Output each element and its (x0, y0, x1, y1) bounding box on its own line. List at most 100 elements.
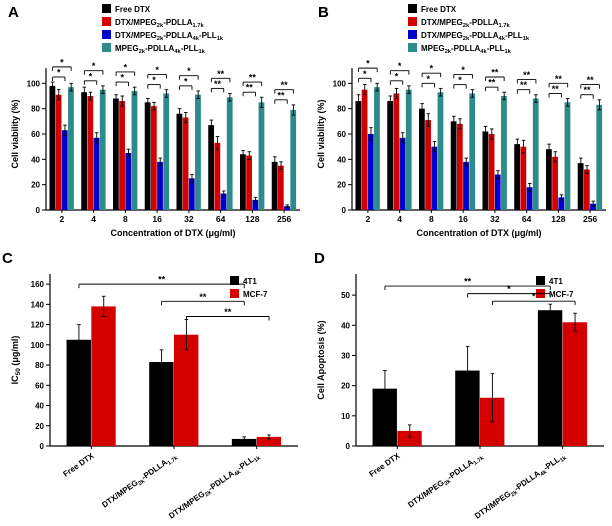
svg-text:*: * (395, 71, 399, 81)
svg-text:**: ** (552, 84, 560, 94)
svg-text:**: ** (555, 74, 563, 84)
svg-text:**: ** (158, 275, 166, 285)
svg-text:DTX/MPEG2k-PDLLA1.7k: DTX/MPEG2k-PDLLA1.7k (406, 451, 486, 511)
panel-c-letter: C (2, 250, 13, 267)
svg-text:8: 8 (429, 214, 434, 224)
svg-text:**: ** (520, 80, 528, 90)
svg-text:*: * (430, 64, 434, 74)
svg-text:**: ** (281, 80, 289, 90)
bar-chart-svg: 0 20 40 60 80 100 Cell viability (%) 2 4 8 16 32 64 1… (316, 4, 606, 238)
svg-text:MCF-7: MCF-7 (549, 290, 574, 299)
svg-text:10: 10 (341, 412, 350, 421)
svg-text:DTX/MPEG2k-PDLLA4k-PLL1k: DTX/MPEG2k-PDLLA4k-PLL1k (167, 451, 263, 522)
svg-text:32: 32 (490, 214, 500, 224)
svg-text:DTX/MPEG2k-PDLLA1.7k: DTX/MPEG2k-PDLLA1.7k (115, 18, 205, 29)
svg-text:32: 32 (184, 214, 194, 224)
svg-text:100: 100 (333, 79, 347, 88)
svg-text:60: 60 (31, 130, 40, 139)
svg-text:40: 40 (337, 155, 346, 164)
bar-chart-svg: 0 20 40 60 80 100 120 140 160 IC50 (μg/ml) Free DT… (10, 274, 298, 522)
svg-text:Free DTX: Free DTX (62, 451, 96, 479)
svg-text:Concentration of DTX (μg/ml): Concentration of DTX (μg/ml) (111, 228, 236, 238)
panel-a-letter: A (8, 4, 19, 21)
svg-text:**: ** (584, 85, 592, 95)
svg-text:Free DTX: Free DTX (421, 5, 457, 14)
svg-text:20: 20 (337, 181, 346, 190)
svg-text:8: 8 (123, 214, 128, 224)
svg-text:**: ** (224, 307, 232, 317)
svg-text:IC50 (μg/ml): IC50 (μg/ml) (10, 336, 22, 385)
svg-text:**: ** (214, 79, 222, 89)
svg-text:Cell viability (%): Cell viability (%) (316, 99, 326, 168)
svg-text:100: 100 (31, 341, 45, 350)
panel-c-chart: 0 20 40 60 80 100 120 140 160 IC50 (μg/ml) Free DT… (6, 248, 306, 526)
svg-text:DTX/MPEG2k-PDLLA4k-PLL1k: DTX/MPEG2k-PDLLA4k-PLL1k (421, 31, 530, 42)
svg-text:16: 16 (152, 214, 162, 224)
svg-text:60: 60 (35, 381, 44, 390)
svg-text:**: ** (523, 70, 531, 80)
svg-text:DTX/MPEG2k-PDLLA1.7k: DTX/MPEG2k-PDLLA1.7k (100, 451, 180, 511)
svg-text:4: 4 (91, 214, 96, 224)
panel-d-chart: 0 10 20 30 40 50 Cell Apoptosis (%) Free DTX DTX… (312, 248, 612, 526)
svg-text:DTX/MPEG2k-PDLLA1.7k: DTX/MPEG2k-PDLLA1.7k (421, 18, 511, 29)
panel-b-chart: 0 20 40 60 80 100 Cell viability (%) 2 4 8 16 32 64 1… (312, 0, 612, 251)
svg-text:0: 0 (346, 442, 351, 451)
svg-text:64: 64 (216, 214, 226, 224)
svg-text:40: 40 (31, 155, 40, 164)
svg-text:*: * (92, 61, 96, 71)
svg-text:*: * (121, 73, 125, 83)
svg-text:0: 0 (36, 206, 41, 215)
svg-text:MPEG2k-PDLLA4k-PLL1k: MPEG2k-PDLLA4k-PLL1k (421, 44, 512, 55)
svg-text:20: 20 (31, 181, 40, 190)
svg-text:Free DTX: Free DTX (368, 451, 402, 479)
svg-text:100: 100 (27, 79, 41, 88)
svg-text:0: 0 (40, 442, 45, 451)
svg-text:Free DTX: Free DTX (115, 5, 151, 14)
svg-text:**: ** (278, 90, 286, 100)
svg-text:20: 20 (341, 382, 350, 391)
svg-text:*: * (461, 65, 465, 75)
svg-text:80: 80 (31, 105, 40, 114)
svg-text:DTX/MPEG2k-PDLLA4k-PLL1k: DTX/MPEG2k-PDLLA4k-PLL1k (115, 31, 224, 42)
panel-a-chart: 0 20 40 60 80 100 Cell viability (%) 2 4 8 16 32 64 1… (6, 0, 306, 251)
svg-text:*: * (184, 76, 188, 86)
svg-text:*: * (427, 74, 431, 84)
svg-text:4: 4 (397, 214, 402, 224)
svg-text:MPEG2k-PDLLA4k-PLL1k: MPEG2k-PDLLA4k-PLL1k (115, 44, 206, 55)
svg-text:Cell viability (%): Cell viability (%) (10, 99, 20, 168)
panel-d-letter: D (314, 250, 325, 267)
svg-text:MCF-7: MCF-7 (243, 290, 268, 299)
svg-text:Concentration of DTX (μg/ml): Concentration of DTX (μg/ml) (417, 228, 542, 238)
svg-text:*: * (187, 66, 191, 76)
svg-text:128: 128 (245, 214, 259, 224)
svg-text:DTX/MPEG2k-PDLLA4k-PLL1k: DTX/MPEG2k-PDLLA4k-PLL1k (473, 451, 569, 522)
svg-text:40: 40 (35, 402, 44, 411)
svg-text:30: 30 (341, 351, 350, 360)
svg-text:**: ** (217, 69, 225, 79)
svg-text:*: * (124, 62, 128, 72)
svg-text:4T1: 4T1 (243, 277, 257, 286)
svg-text:2: 2 (366, 214, 371, 224)
svg-text:60: 60 (337, 130, 346, 139)
svg-text:**: ** (199, 292, 207, 302)
svg-text:0: 0 (342, 206, 347, 215)
svg-text:*: * (507, 284, 511, 294)
svg-text:160: 160 (31, 280, 45, 289)
svg-text:*: * (60, 57, 64, 67)
svg-text:4T1: 4T1 (549, 277, 563, 286)
svg-text:120: 120 (31, 321, 45, 330)
svg-text:*: * (532, 292, 536, 302)
svg-text:256: 256 (583, 214, 597, 224)
svg-text:256: 256 (277, 214, 291, 224)
svg-text:80: 80 (337, 105, 346, 114)
svg-text:**: ** (464, 277, 472, 287)
svg-text:80: 80 (35, 361, 44, 370)
svg-text:*: * (57, 68, 61, 78)
svg-text:**: ** (491, 68, 499, 78)
svg-text:128: 128 (551, 214, 565, 224)
svg-text:*: * (89, 71, 93, 81)
svg-text:140: 140 (31, 300, 45, 309)
svg-text:50: 50 (341, 291, 350, 300)
